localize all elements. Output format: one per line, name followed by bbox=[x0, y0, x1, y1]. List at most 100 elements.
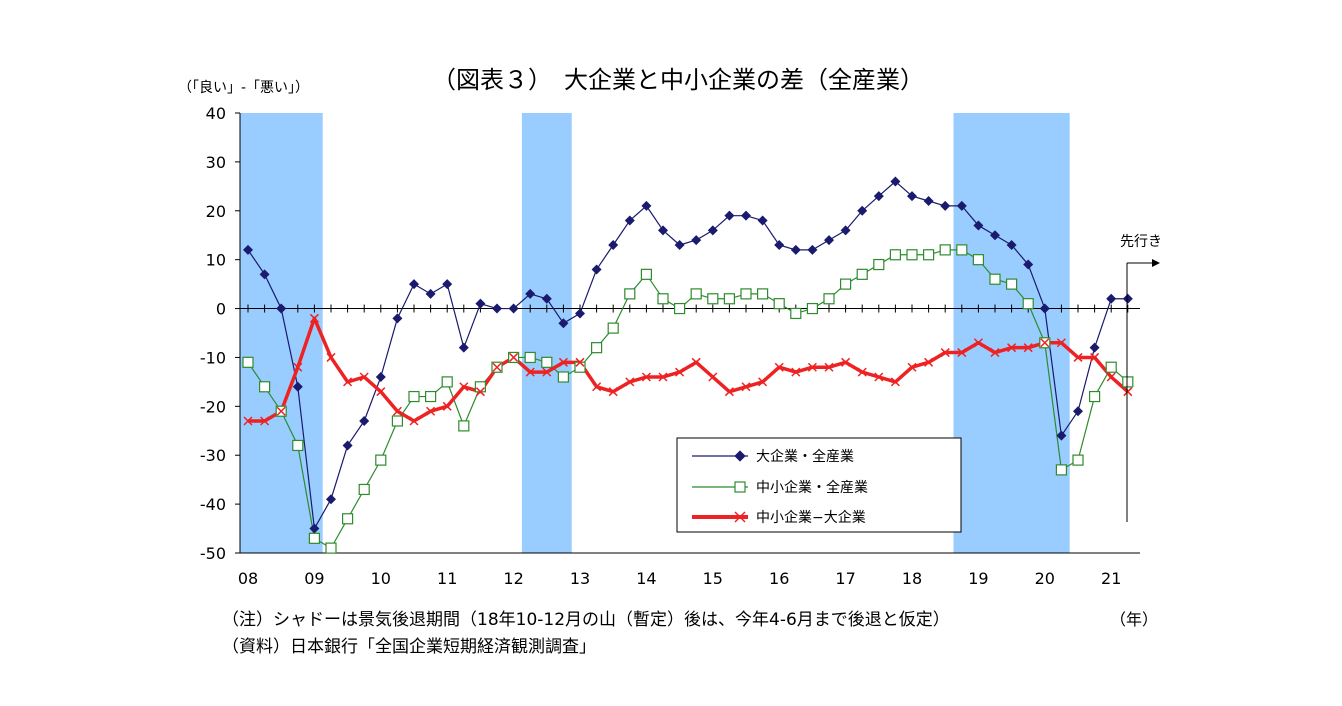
data-point-large bbox=[458, 342, 469, 353]
data-point-diff bbox=[857, 367, 867, 377]
data-point-diff bbox=[459, 382, 469, 392]
forecast-arrow bbox=[1126, 259, 1160, 522]
data-point-large bbox=[1122, 293, 1133, 304]
data-point-large bbox=[774, 240, 785, 250]
data-point-diff bbox=[592, 382, 602, 392]
data-point-small bbox=[673, 302, 686, 315]
data-point-diff bbox=[343, 377, 353, 387]
x-tick-label: 09 bbox=[304, 569, 324, 588]
axes bbox=[235, 112, 1140, 554]
data-point-large bbox=[873, 191, 884, 202]
data-point-large bbox=[923, 196, 934, 206]
data-point-large bbox=[243, 244, 253, 255]
y-tick-labels: 40 30 20 10 0 -10 -20 -30 -40 -50 bbox=[200, 104, 226, 563]
data-point-large bbox=[1006, 240, 1017, 250]
y-axis-label: （「良い」-「悪い」） bbox=[178, 80, 309, 96]
data-point-diff bbox=[957, 348, 967, 358]
data-point-diff bbox=[791, 367, 801, 377]
data-point-large bbox=[990, 230, 1000, 241]
data-point-large bbox=[1023, 259, 1034, 270]
note-line-2: （資料）日本銀行「全国企業短期経済観測調査」 bbox=[222, 637, 596, 657]
data-point-large bbox=[674, 240, 685, 250]
data-point-large bbox=[492, 303, 502, 314]
data-point-diff bbox=[1090, 352, 1100, 362]
data-point-diff bbox=[359, 372, 369, 382]
legend-label-diff: 中小企業−大企業 bbox=[756, 509, 866, 526]
data-point-small bbox=[922, 249, 935, 261]
data-point-small bbox=[358, 483, 370, 496]
data-point-small bbox=[425, 390, 437, 403]
y-tick-label: 40 bbox=[206, 104, 226, 123]
x-tick-label: 15 bbox=[703, 569, 723, 588]
data-point-small bbox=[1122, 376, 1134, 388]
data-point-large bbox=[475, 298, 486, 309]
data-point-small bbox=[956, 244, 968, 256]
data-point-diff bbox=[558, 357, 568, 367]
data-point-small bbox=[806, 302, 819, 315]
data-point-small bbox=[408, 390, 420, 403]
y-tick-label: 20 bbox=[206, 202, 226, 221]
data-point-small bbox=[342, 513, 354, 525]
x-tick-label: 21 bbox=[1101, 569, 1121, 588]
data-point-diff bbox=[841, 357, 851, 367]
data-point-large bbox=[1089, 342, 1100, 353]
data-point-diff bbox=[890, 377, 900, 387]
data-point-small bbox=[541, 356, 553, 368]
data-point-small bbox=[1105, 361, 1117, 373]
data-point-diff bbox=[1106, 372, 1116, 382]
data-point-diff bbox=[509, 352, 519, 362]
data-point-small bbox=[242, 356, 254, 368]
x-tick-label: 19 bbox=[968, 569, 988, 588]
y-tick-label: -30 bbox=[200, 446, 226, 465]
data-point-large bbox=[940, 200, 951, 211]
data-point-large bbox=[624, 215, 635, 226]
data-point-large bbox=[442, 279, 453, 290]
note-line-1: （注）シャドーは景気後退期間（18年10-12月の山（暫定）後は、今年4-6月ま… bbox=[222, 610, 950, 630]
data-point-small bbox=[624, 288, 636, 300]
data-point-diff bbox=[376, 387, 386, 397]
data-point-diff bbox=[426, 406, 436, 416]
data-point-small bbox=[524, 351, 536, 364]
data-point-small bbox=[607, 322, 619, 334]
y-tick-label: -40 bbox=[200, 495, 226, 514]
data-point-diff bbox=[807, 362, 817, 372]
data-point-small bbox=[790, 307, 802, 320]
data-point-diff bbox=[741, 382, 751, 392]
data-point-diff bbox=[973, 338, 983, 348]
data-point-diff bbox=[525, 367, 535, 377]
y-tick-label: 10 bbox=[206, 251, 226, 270]
x-tick-label: 13 bbox=[570, 569, 590, 588]
data-point-diff bbox=[625, 377, 635, 387]
data-point-diff bbox=[774, 362, 784, 372]
x-tick-label: 08 bbox=[238, 569, 258, 588]
data-point-large bbox=[824, 235, 834, 246]
data-point-large bbox=[591, 264, 602, 275]
data-point-large bbox=[608, 240, 619, 250]
y-tick-label: -20 bbox=[200, 397, 226, 416]
data-point-large bbox=[392, 313, 403, 324]
data-point-large bbox=[525, 288, 536, 299]
data-point-diff bbox=[392, 406, 402, 416]
data-point-large bbox=[956, 200, 967, 211]
y-tick-label: -10 bbox=[200, 348, 226, 367]
recession-band-2 bbox=[521, 113, 572, 553]
data-point-large bbox=[741, 210, 751, 221]
data-point-small bbox=[989, 273, 1001, 285]
legend-label-small: 中小企業・全産業 bbox=[756, 479, 868, 496]
data-point-large bbox=[973, 220, 984, 231]
data-point-small bbox=[1022, 298, 1034, 310]
data-point-diff bbox=[276, 406, 286, 416]
data-point-diff bbox=[907, 362, 917, 372]
data-point-diff bbox=[990, 348, 1000, 358]
data-point-small bbox=[1055, 464, 1068, 476]
x-tick-label: 20 bbox=[1035, 569, 1055, 588]
data-point-diff bbox=[1040, 338, 1050, 348]
data-point-small bbox=[773, 298, 785, 310]
data-point-small bbox=[740, 288, 752, 300]
data-point-diff bbox=[1123, 387, 1133, 397]
data-point-large bbox=[326, 494, 336, 505]
data-point-diff bbox=[608, 387, 618, 397]
data-point-large bbox=[840, 225, 851, 236]
data-point-diff bbox=[492, 362, 502, 372]
data-point-large bbox=[575, 308, 585, 319]
